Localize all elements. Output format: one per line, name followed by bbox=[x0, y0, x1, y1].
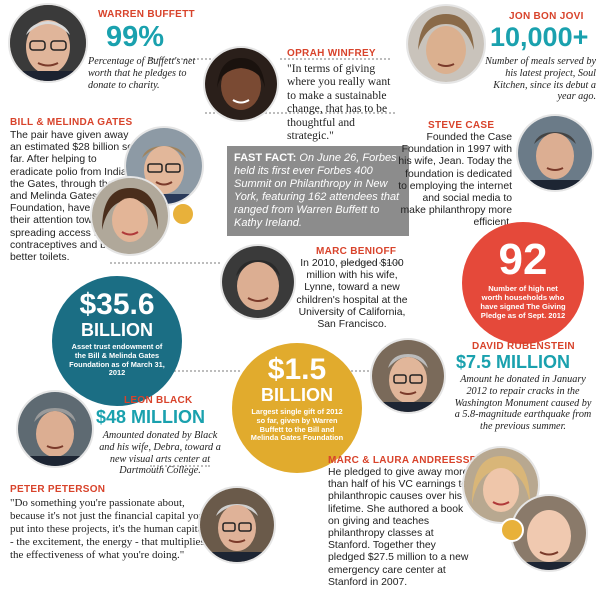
endowment-amount: $35.6 bbox=[79, 288, 155, 321]
peter-peterson-photo bbox=[200, 488, 274, 562]
fast-fact-box: FAST FACT: On June 26, Forbes held its f… bbox=[227, 146, 409, 236]
connector bbox=[150, 465, 210, 467]
steve-case-text: Founded the Case Foundation in 1997 with… bbox=[398, 132, 512, 229]
giving-pledge-desc: Number of high net worth households who … bbox=[480, 284, 566, 320]
leon-black-name: LEON BLACK bbox=[124, 395, 193, 406]
oprah-winfrey-name: OPRAH WINFREY bbox=[287, 48, 376, 59]
andreessen-name: MARC & LAURA ANDREESSEN bbox=[328, 455, 485, 466]
peter-peterson-quote: "Do something you're passionate about, b… bbox=[10, 497, 206, 561]
endowment-unit: BILLION bbox=[81, 320, 153, 340]
jon-bon-jovi-photo bbox=[408, 6, 484, 82]
peter-peterson-name: PETER PETERSON bbox=[10, 484, 106, 495]
steve-case-photo bbox=[518, 116, 592, 190]
connector bbox=[150, 58, 215, 60]
marc-benioff-photo bbox=[222, 246, 294, 318]
largest-gift-circle: $1.5 BILLION Largest single gift of 2012… bbox=[232, 343, 362, 473]
marc-andreessen-photo bbox=[512, 496, 586, 570]
endowment-desc: Asset trust endowment of the Bill & Meli… bbox=[69, 342, 165, 378]
david-rubenstein-desc: Amount he donated in January 2012 to rep… bbox=[454, 374, 592, 433]
connector bbox=[150, 370, 240, 372]
david-rubenstein-photo bbox=[372, 340, 444, 412]
largest-gift-desc: Largest single gift of 2012 so far, give… bbox=[250, 407, 344, 443]
connector bbox=[340, 370, 380, 372]
leon-black-stat: $48 MILLION bbox=[96, 407, 206, 427]
connector bbox=[340, 262, 400, 264]
oprah-winfrey-quote: "In terms of giving where you really wan… bbox=[287, 62, 391, 143]
largest-gift-amount: $1.5 bbox=[267, 353, 327, 386]
giving-pledge-circle: 92 Number of high net worth households w… bbox=[462, 222, 584, 344]
leon-black-photo bbox=[18, 392, 92, 466]
warren-buffett-desc: Percentage of Buffett's net worth that h… bbox=[88, 56, 196, 91]
warren-buffett-photo bbox=[10, 5, 86, 81]
giving-pledge-number: 92 bbox=[498, 235, 548, 284]
fast-fact-text: On June 26, Forbes held its first ever F… bbox=[234, 152, 400, 229]
andreessen-text: He pledged to give away more than half o… bbox=[328, 467, 469, 588]
david-rubenstein-stat: $7.5 MILLION bbox=[456, 352, 571, 372]
leon-black-desc: Amounted donated by Black and his wife, … bbox=[99, 430, 221, 477]
fast-fact-label: FAST FACT: bbox=[234, 152, 297, 164]
jon-bon-jovi-name: JON BON JOVI bbox=[509, 11, 584, 22]
oprah-winfrey-photo bbox=[205, 48, 277, 120]
gates-text: The pair have given away an estimated $2… bbox=[10, 130, 136, 264]
connector bbox=[110, 262, 220, 264]
marc-benioff-text: In 2010, pledged $100 million with his w… bbox=[296, 258, 408, 331]
gates-name: BILL & MELINDA GATES bbox=[10, 117, 133, 128]
jon-bon-jovi-stat: 10,000+ bbox=[490, 22, 589, 52]
warren-buffett-name: WARREN BUFFETT bbox=[98, 9, 195, 20]
largest-gift-unit: BILLION bbox=[261, 385, 333, 405]
steve-case-name: STEVE CASE bbox=[428, 120, 495, 131]
melinda-gates-photo bbox=[92, 178, 168, 254]
connector bbox=[280, 58, 390, 60]
connector bbox=[205, 112, 395, 114]
david-rubenstein-name: DAVID RUBENSTEIN bbox=[472, 341, 575, 352]
giving-pledge-badge-icon bbox=[171, 202, 195, 226]
jon-bon-jovi-desc: Number of meals served by his latest pro… bbox=[485, 56, 596, 103]
giving-pledge-badge-icon bbox=[500, 518, 524, 542]
endowment-circle: $35.6 BILLION Asset trust endowment of t… bbox=[52, 276, 182, 406]
warren-buffett-stat: 99% bbox=[106, 21, 165, 53]
marc-benioff-name: MARC BENIOFF bbox=[316, 246, 397, 257]
